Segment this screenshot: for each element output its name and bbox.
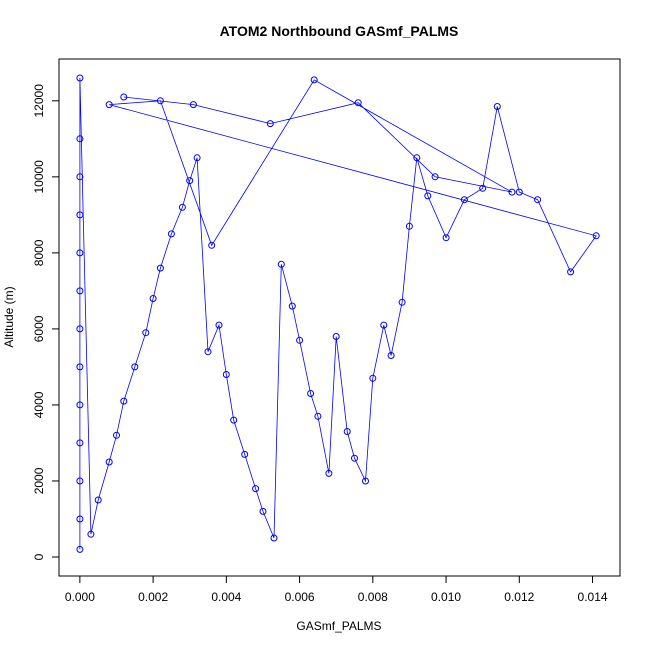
data-point — [567, 268, 575, 276]
data-point — [204, 348, 212, 356]
data-point — [105, 458, 113, 466]
y-tick-label: 8000 — [32, 239, 46, 266]
data-point — [252, 485, 260, 493]
y-tick-label: 0 — [32, 553, 46, 560]
y-tick-label: 12000 — [32, 84, 46, 118]
data-point — [442, 234, 450, 242]
x-tick-label: 0.010 — [431, 590, 461, 604]
data-point — [105, 101, 113, 109]
x-tick-label: 0.012 — [504, 590, 534, 604]
data-point — [120, 397, 128, 405]
data-point — [380, 321, 388, 329]
data-point — [76, 325, 84, 333]
data-point — [431, 173, 439, 181]
x-tick-label: 0.014 — [578, 590, 608, 604]
data-point — [387, 352, 395, 359]
y-tick-label: 2000 — [32, 467, 46, 494]
data-point — [222, 371, 230, 378]
data-point — [351, 454, 358, 462]
data-point — [288, 302, 296, 310]
data-point — [534, 196, 542, 204]
data-point — [493, 103, 501, 110]
data-point — [76, 439, 84, 447]
data-point — [120, 93, 128, 101]
data-point — [259, 507, 267, 515]
data-point — [307, 390, 315, 397]
data-point — [398, 298, 406, 306]
data-point — [76, 287, 84, 295]
data-point — [362, 477, 369, 485]
data-point — [343, 428, 351, 435]
data-point — [479, 184, 487, 192]
data-point — [76, 211, 84, 219]
data-point — [142, 329, 150, 337]
y-tick-label: 10000 — [32, 160, 46, 194]
data-point — [369, 374, 377, 382]
y-tick-label: 6000 — [32, 315, 46, 342]
data-point — [76, 249, 84, 257]
data-point — [149, 295, 157, 302]
x-axis-label: GASmf_PALMS — [296, 619, 381, 633]
data-point — [113, 431, 120, 439]
data-point — [76, 401, 84, 409]
chart-title: ATOM2 Northbound GASmf_PALMS — [220, 23, 459, 39]
data-point — [156, 264, 164, 272]
data-point — [167, 230, 175, 238]
data-point — [94, 496, 102, 504]
data-point — [270, 534, 278, 542]
data-point — [156, 97, 164, 105]
y-tick-label: 4000 — [32, 391, 46, 418]
data-point — [592, 232, 600, 240]
data-point — [314, 412, 322, 420]
x-tick-label: 0.008 — [358, 590, 388, 604]
data-point — [241, 450, 249, 458]
data-point — [354, 99, 362, 107]
x-axis: 0.000 0.002 0.004 0.006 0.008 0.010 0.012 0.014 — [65, 575, 608, 604]
data-point — [193, 154, 201, 162]
data-point — [266, 120, 274, 128]
series-line — [79, 77, 597, 550]
data-point — [208, 241, 216, 249]
data-point — [325, 469, 333, 477]
data-point — [405, 222, 413, 230]
data-point — [186, 177, 194, 185]
data-point — [310, 76, 318, 84]
data-point — [215, 321, 223, 329]
data-point — [87, 530, 95, 538]
data-point — [460, 196, 468, 204]
data-point — [76, 74, 84, 82]
data-point — [424, 192, 432, 200]
x-tick-label: 0.006 — [285, 590, 315, 604]
data-point — [332, 333, 340, 340]
data-layer — [76, 74, 600, 553]
x-tick-label: 0.004 — [211, 590, 241, 604]
data-point — [515, 188, 523, 196]
data-point — [277, 260, 285, 268]
data-point — [178, 203, 186, 211]
data-point — [413, 154, 421, 162]
data-point — [76, 173, 84, 181]
data-point — [508, 188, 516, 196]
x-tick-label: 0.002 — [138, 590, 168, 604]
data-point — [76, 363, 84, 371]
data-point — [76, 515, 84, 523]
data-point — [131, 363, 139, 371]
data-point — [76, 477, 84, 485]
data-point — [189, 101, 197, 109]
y-axis-label: Altitude (m) — [2, 286, 16, 347]
data-point — [230, 416, 238, 424]
data-point — [76, 135, 84, 143]
x-tick-label: 0.000 — [65, 590, 95, 604]
y-axis: 0 2000 4000 6000 8000 10000 12000 — [32, 84, 60, 560]
data-point — [296, 336, 304, 344]
data-point — [76, 545, 84, 553]
